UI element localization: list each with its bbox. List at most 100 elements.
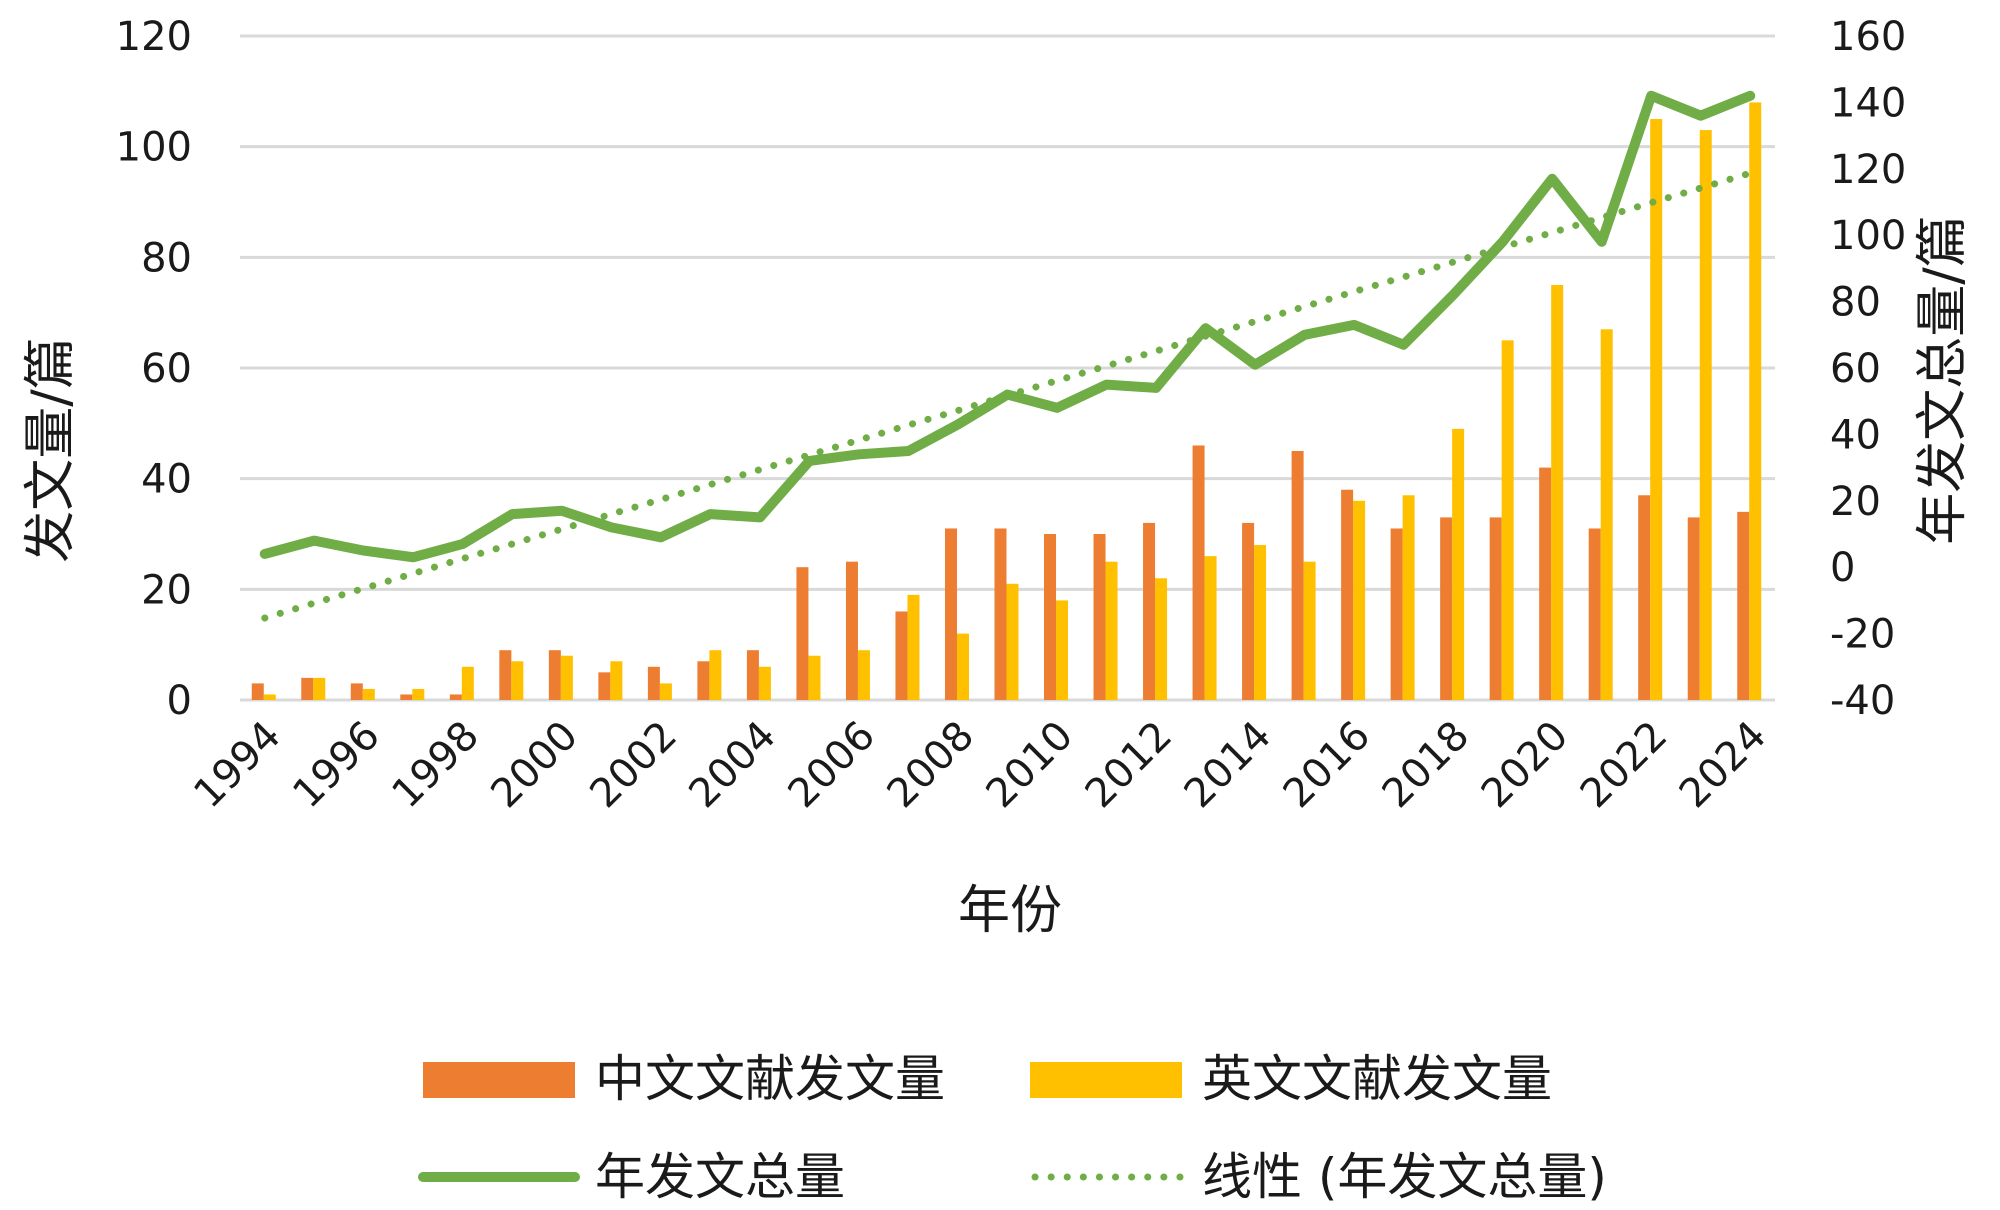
x-tick-label: 2002 <box>581 713 686 818</box>
bar-english <box>412 688 425 700</box>
bar-chinese <box>1093 534 1106 700</box>
bar-english <box>808 655 821 700</box>
y-right-tick-label: -20 <box>1830 612 1895 658</box>
legend-label-english: 英文文献发文量 <box>1202 1050 1552 1108</box>
legend-item-chinese: 中文文献发文量 <box>423 1050 945 1108</box>
y-left-tick-label: 0 <box>167 678 192 724</box>
x-tick-label: 2016 <box>1275 713 1380 818</box>
y-left-tick-label: 100 <box>116 125 192 171</box>
bar-english <box>1501 340 1514 700</box>
bar-english <box>560 655 573 700</box>
bar-chinese <box>845 561 858 700</box>
bar-english <box>1402 495 1415 700</box>
y-right-tick-label: 40 <box>1830 412 1881 458</box>
bar-english <box>1600 329 1613 700</box>
bar-chinese <box>1143 522 1156 700</box>
x-tick-label: 2020 <box>1473 713 1578 818</box>
y-left-tick-label: 20 <box>141 567 192 613</box>
bar-chinese <box>1687 517 1700 700</box>
bar-english <box>461 666 474 700</box>
bar-english <box>1204 556 1217 700</box>
legend-label-total: 年发文总量 <box>595 1148 845 1206</box>
right-axis-ticks: -40 -20 0 20 40 60 80 100 120 140 160 <box>1830 14 1906 724</box>
bar-chinese <box>746 650 759 700</box>
bar-english <box>362 688 375 700</box>
bar-chinese <box>350 683 363 700</box>
bar-chinese <box>1341 489 1354 700</box>
legend-swatch-english <box>1030 1062 1182 1098</box>
bar-chinese <box>499 650 512 700</box>
x-tick-label: 1998 <box>383 713 488 818</box>
x-tick-label: 2024 <box>1671 713 1776 818</box>
bar-chinese <box>944 528 957 700</box>
legend: 中文文献发文量 英文文献发文量 年发文总量 线性 (年发文总量) <box>418 1050 1607 1206</box>
bars <box>251 102 1762 701</box>
bar-chinese <box>1638 495 1651 700</box>
bar-english <box>1155 578 1168 700</box>
bar-chinese <box>1192 445 1205 700</box>
y-right-tick-label: -40 <box>1830 678 1895 724</box>
x-tick-label: 2008 <box>879 713 984 818</box>
bar-english <box>1551 285 1564 700</box>
bar-english <box>1353 500 1366 700</box>
legend-label-trend: 线性 (年发文总量) <box>1202 1148 1607 1206</box>
bar-chinese <box>1291 451 1304 700</box>
legend-item-english: 英文文献发文量 <box>1030 1050 1552 1108</box>
bar-chinese <box>598 672 611 700</box>
bar-chinese <box>1489 517 1502 700</box>
bar-english <box>1749 102 1762 700</box>
bar-english <box>1006 583 1019 700</box>
bar-chinese <box>1390 528 1403 700</box>
bar-chinese <box>895 611 908 700</box>
bar-chinese <box>697 661 710 700</box>
bar-english <box>610 661 623 700</box>
lines <box>259 90 1756 622</box>
bar-english <box>263 694 276 700</box>
bar-chinese <box>449 694 462 700</box>
y-left-tick-label: 120 <box>116 14 192 60</box>
x-tick-label: 2022 <box>1572 713 1677 818</box>
legend-swatch-chinese <box>423 1062 575 1098</box>
left-axis-ticks: 0 20 40 60 80 100 120 <box>116 14 192 724</box>
y-right-tick-label: 60 <box>1830 346 1881 392</box>
bar-english <box>857 650 870 700</box>
bar-english <box>1105 561 1118 700</box>
x-tick-label: 1996 <box>284 713 389 818</box>
y-right-tick-label: 160 <box>1830 14 1906 60</box>
bar-chinese <box>1440 517 1453 700</box>
x-tick-label: 2000 <box>482 713 587 818</box>
bar-chinese <box>400 694 413 700</box>
bar-english <box>1650 119 1663 700</box>
bar-english <box>659 683 672 700</box>
x-tick-label: 2006 <box>780 713 885 818</box>
bar-chinese <box>1539 467 1552 700</box>
bar-english <box>758 666 771 700</box>
y-right-tick-label: 140 <box>1830 80 1906 126</box>
bar-english <box>709 650 722 700</box>
bar-chinese <box>1588 528 1601 700</box>
x-tick-label: 2010 <box>978 713 1083 818</box>
bar-english <box>907 594 920 700</box>
bar-english <box>1303 561 1316 700</box>
x-tick-label: 2018 <box>1374 713 1479 818</box>
y-left-tick-label: 60 <box>141 346 192 392</box>
y-right-tick-label: 100 <box>1830 213 1906 259</box>
bar-chinese <box>548 650 561 700</box>
y-right-tick-label: 120 <box>1830 147 1906 193</box>
bar-english <box>313 677 326 700</box>
y-right-tick-label: 0 <box>1830 545 1855 591</box>
bar-english <box>1056 600 1069 700</box>
bar-english <box>1254 545 1267 700</box>
legend-item-total: 年发文总量 <box>418 1148 845 1206</box>
bar-english <box>1699 130 1712 701</box>
bar-english <box>1452 428 1465 700</box>
y-left-tick-label: 80 <box>141 235 192 281</box>
bar-chinese <box>1044 534 1057 700</box>
x-tick-label: 2004 <box>680 713 785 818</box>
x-axis-title: 年份 <box>958 881 1062 941</box>
total-line <box>259 90 1756 563</box>
y-right-tick-label: 20 <box>1830 479 1881 525</box>
bar-english <box>511 661 524 700</box>
bar-chinese <box>1737 511 1750 700</box>
